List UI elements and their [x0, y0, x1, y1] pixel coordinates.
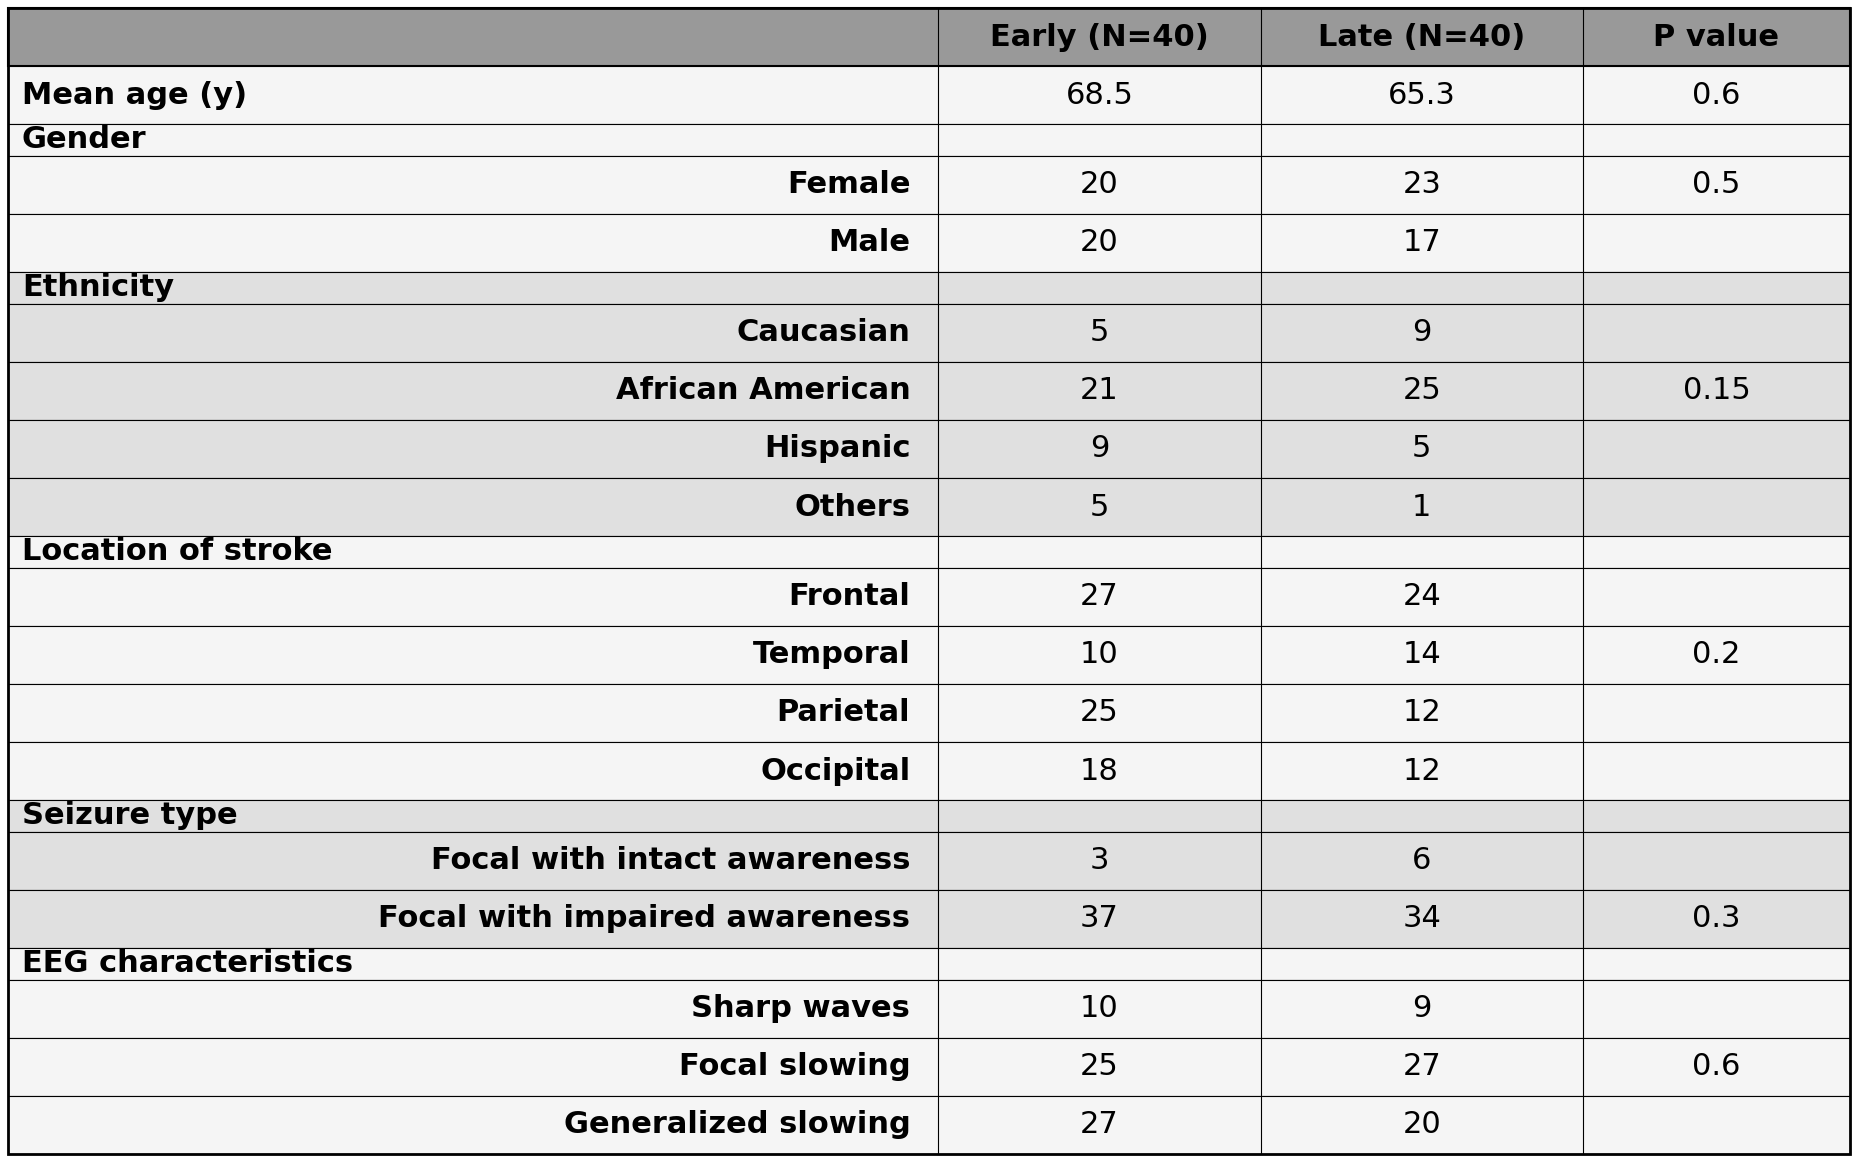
Text: Location of stroke: Location of stroke: [22, 538, 332, 566]
Text: 17: 17: [1402, 229, 1441, 258]
Bar: [7, 948, 1850, 980]
Text: Frontal: Frontal: [787, 582, 910, 611]
Text: 0.15: 0.15: [1682, 376, 1749, 406]
Bar: [7, 214, 1850, 272]
Text: 0.3: 0.3: [1692, 904, 1740, 933]
Text: 25: 25: [1079, 1053, 1118, 1082]
Text: P value: P value: [1653, 22, 1779, 51]
Text: 37: 37: [1079, 904, 1118, 933]
Bar: [7, 536, 1850, 568]
Text: 3: 3: [1088, 846, 1109, 875]
Text: 25: 25: [1402, 376, 1441, 406]
Text: 23: 23: [1402, 171, 1441, 200]
Text: 9: 9: [1088, 435, 1109, 464]
Bar: [7, 1096, 1850, 1154]
Bar: [7, 743, 1850, 801]
Text: 20: 20: [1079, 229, 1118, 258]
Text: Parietal: Parietal: [776, 698, 910, 727]
Text: 25: 25: [1079, 698, 1118, 727]
Text: 65.3: 65.3: [1387, 80, 1454, 109]
Text: 18: 18: [1079, 756, 1118, 786]
Text: Others: Others: [795, 493, 910, 522]
Bar: [7, 124, 1850, 156]
Text: Caucasian: Caucasian: [735, 318, 910, 347]
Bar: [7, 801, 1850, 832]
Text: African American: African American: [615, 376, 910, 406]
Text: Focal slowing: Focal slowing: [678, 1053, 910, 1082]
Bar: [7, 419, 1850, 478]
Bar: [7, 684, 1850, 743]
Text: 27: 27: [1402, 1053, 1441, 1082]
Text: 0.6: 0.6: [1692, 1053, 1740, 1082]
Text: EEG characteristics: EEG characteristics: [22, 949, 353, 978]
Bar: [7, 1038, 1850, 1096]
Text: 27: 27: [1079, 582, 1118, 611]
Text: 68.5: 68.5: [1064, 80, 1133, 109]
Text: 12: 12: [1402, 756, 1441, 786]
Bar: [7, 626, 1850, 684]
Text: 27: 27: [1079, 1111, 1118, 1140]
Bar: [7, 832, 1850, 890]
Bar: [7, 66, 1850, 124]
Bar: [7, 361, 1850, 419]
Text: 9: 9: [1411, 318, 1430, 347]
Text: 34: 34: [1402, 904, 1441, 933]
Text: 9: 9: [1411, 995, 1430, 1024]
Text: Early (N=40): Early (N=40): [990, 22, 1209, 51]
Text: Hispanic: Hispanic: [763, 435, 910, 464]
Text: Male: Male: [828, 229, 910, 258]
Text: Focal with intact awareness: Focal with intact awareness: [431, 846, 910, 875]
Text: Occipital: Occipital: [760, 756, 910, 786]
Text: 5: 5: [1088, 318, 1109, 347]
Text: 1: 1: [1411, 493, 1430, 522]
Text: 24: 24: [1402, 582, 1441, 611]
Text: 21: 21: [1079, 376, 1118, 406]
Bar: [7, 156, 1850, 214]
Text: Sharp waves: Sharp waves: [691, 995, 910, 1024]
Bar: [7, 980, 1850, 1038]
Bar: [7, 568, 1850, 626]
Text: 10: 10: [1079, 995, 1118, 1024]
Text: Female: Female: [786, 171, 910, 200]
Text: 6: 6: [1411, 846, 1430, 875]
Bar: [7, 304, 1850, 361]
Text: 0.5: 0.5: [1692, 171, 1740, 200]
Text: 0.6: 0.6: [1692, 80, 1740, 109]
Text: 20: 20: [1402, 1111, 1441, 1140]
Text: Generalized slowing: Generalized slowing: [563, 1111, 910, 1140]
Bar: [7, 8, 1850, 66]
Text: 12: 12: [1402, 698, 1441, 727]
Text: Focal with impaired awareness: Focal with impaired awareness: [379, 904, 910, 933]
Text: 14: 14: [1402, 640, 1441, 669]
Text: Mean age (y): Mean age (y): [22, 80, 247, 109]
Text: Gender: Gender: [22, 125, 147, 155]
Bar: [7, 478, 1850, 536]
Text: 0.2: 0.2: [1692, 640, 1740, 669]
Text: Late (N=40): Late (N=40): [1317, 22, 1525, 51]
Text: 5: 5: [1088, 493, 1109, 522]
Text: Seizure type: Seizure type: [22, 802, 238, 831]
Text: Ethnicity: Ethnicity: [22, 273, 175, 302]
Text: 5: 5: [1411, 435, 1430, 464]
Bar: [7, 890, 1850, 948]
Text: 20: 20: [1079, 171, 1118, 200]
Text: 10: 10: [1079, 640, 1118, 669]
Bar: [7, 272, 1850, 304]
Text: Temporal: Temporal: [752, 640, 910, 669]
